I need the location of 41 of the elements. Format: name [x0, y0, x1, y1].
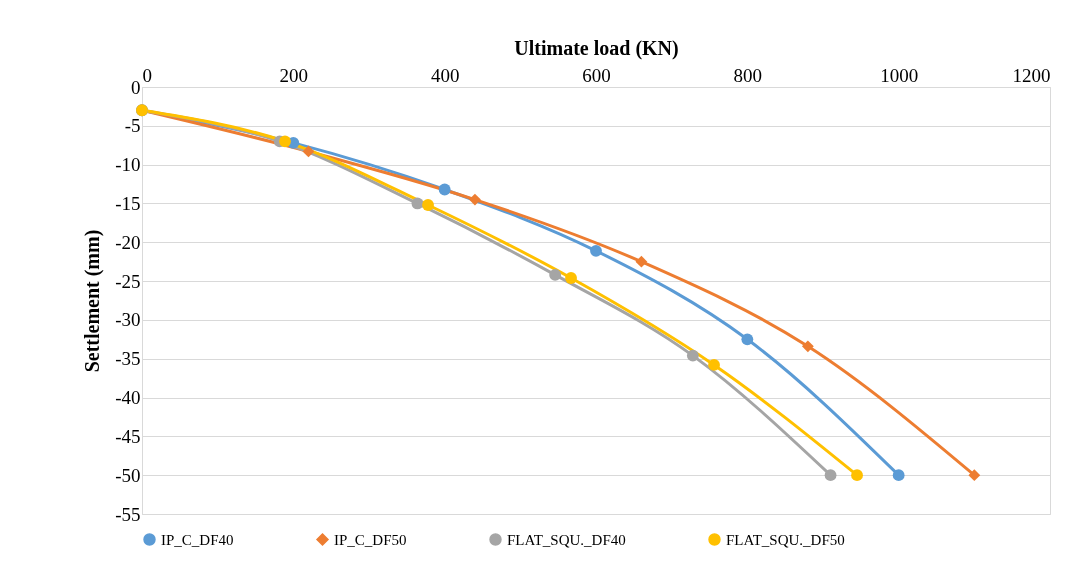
- point: [422, 199, 434, 211]
- point: [469, 193, 481, 206]
- point: [279, 135, 291, 148]
- legend-label: IP_C_DF50: [334, 531, 407, 548]
- legend-label: FLAT_SQU._DF40: [507, 531, 626, 548]
- point: [411, 197, 424, 210]
- y-tick-label: -55: [115, 503, 141, 525]
- y-tick-label: -10: [115, 154, 141, 176]
- legend-label: IP_C_DF40: [161, 531, 234, 548]
- y-tick-label: -45: [115, 425, 141, 447]
- point: [565, 272, 577, 284]
- x-tick-label: 1200: [1012, 64, 1051, 86]
- point: [686, 349, 699, 362]
- point: [801, 340, 814, 353]
- point: [590, 244, 602, 257]
- point: [708, 359, 720, 371]
- x-axis-title: Ultimate load (KN): [514, 36, 679, 60]
- y-tick-label: -50: [115, 464, 141, 486]
- y-tick-label: -40: [115, 387, 141, 409]
- point: [438, 183, 451, 196]
- y-tick-label: -20: [115, 231, 141, 253]
- x-tick-label: 200: [279, 64, 309, 86]
- y-axis-title: Settlement (mm): [81, 229, 105, 373]
- legend-label: FLAT_SQU._DF50: [726, 531, 845, 548]
- y-tick-label: -35: [115, 348, 141, 370]
- point: [549, 268, 562, 281]
- x-tick-label: 600: [582, 64, 611, 86]
- point: [892, 469, 905, 482]
- point: [851, 469, 863, 482]
- point: [968, 469, 981, 482]
- x-tick-label: 400: [430, 64, 460, 86]
- y-tick-label: -25: [115, 270, 141, 292]
- x-tick-label: 1000: [880, 64, 919, 86]
- point: [824, 469, 837, 482]
- point: [302, 145, 315, 158]
- point: [741, 333, 754, 346]
- y-tick-label: -15: [115, 192, 141, 214]
- y-tick-label: -30: [115, 309, 141, 331]
- point: [635, 255, 648, 268]
- x-tick-label: 800: [733, 64, 763, 86]
- y-tick-label: -5: [124, 115, 141, 137]
